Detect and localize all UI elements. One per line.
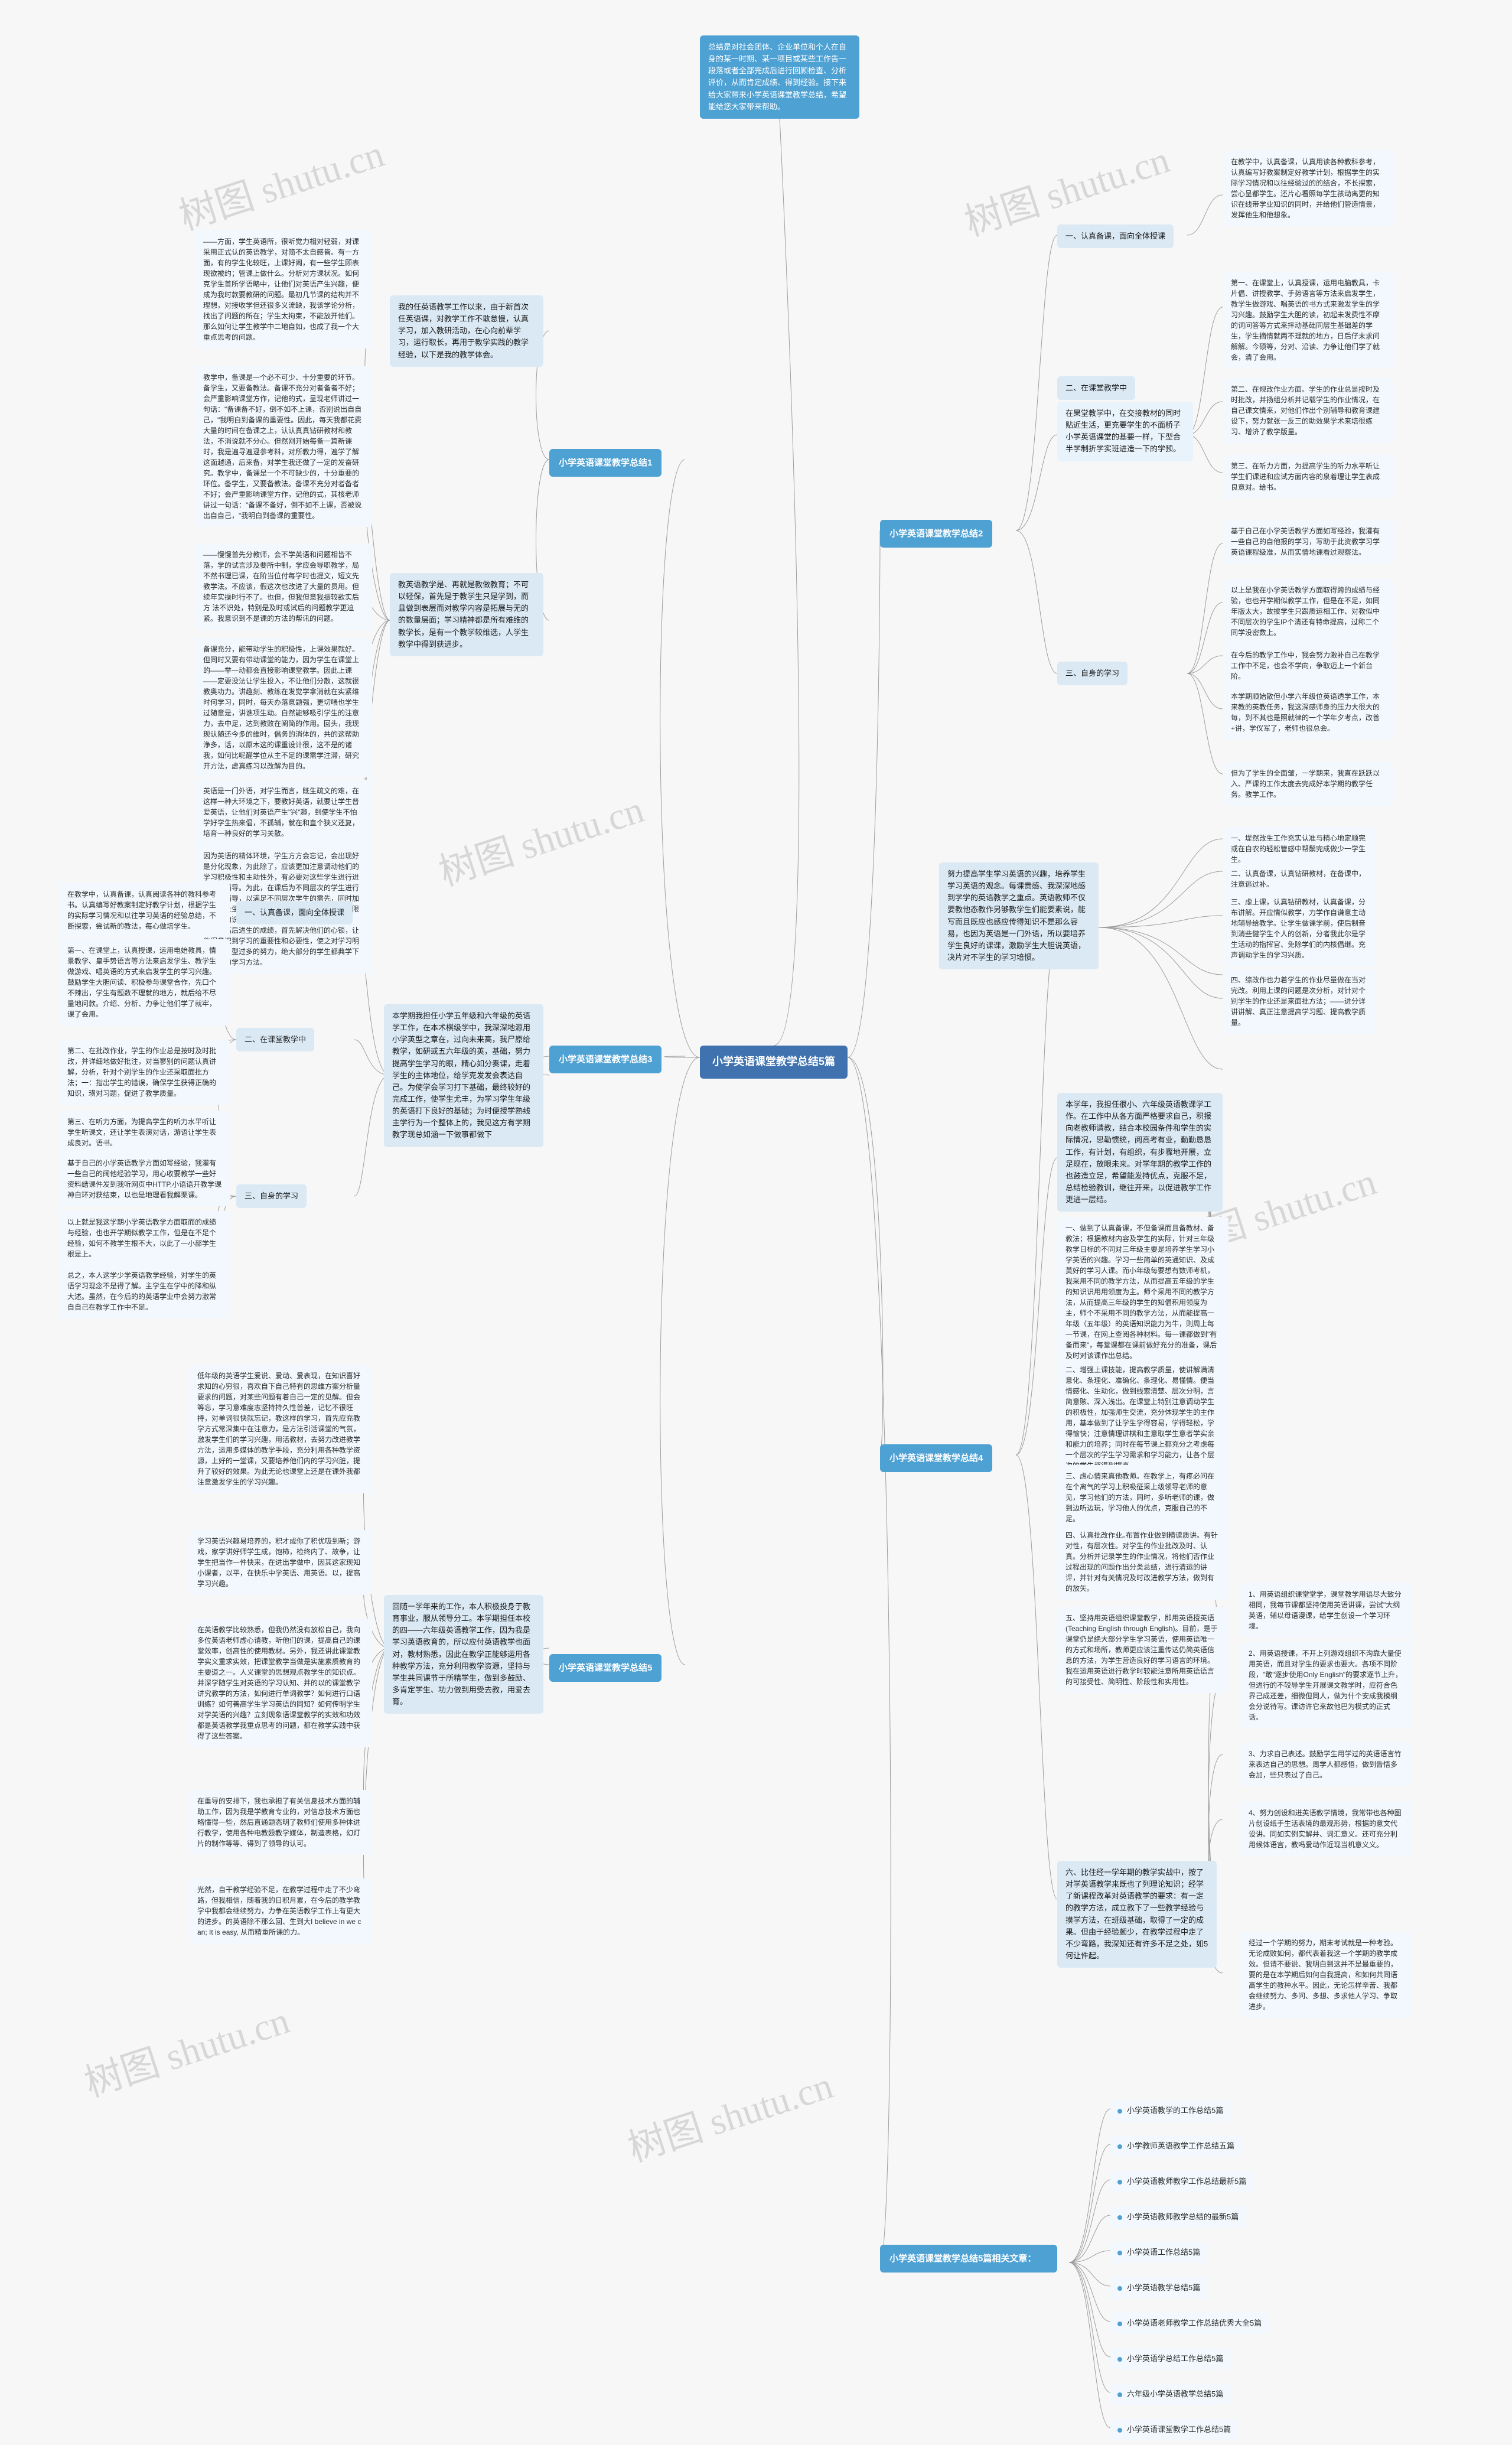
b3-sub2-leaf-2: 第三、在听力方面，为提高学生的听力水平听让学生听课文，还让学生表演对话，游语让学… <box>59 1111 230 1154</box>
bullet-icon <box>1117 2357 1122 2362</box>
related-item-label: 小学英语教学的工作总结5篇 <box>1127 2106 1223 2115</box>
bullet-icon <box>1117 2144 1122 2149</box>
related-item[interactable]: 小学英语教师教学总结的最新5篇 <box>1110 2206 1246 2228</box>
branch-2[interactable]: 小学英语课堂教学总结2 <box>880 520 992 548</box>
branch-5[interactable]: 小学英语课堂教学总结5 <box>549 1654 662 1682</box>
related-item-label: 六年级小学英语教学总结5篇 <box>1127 2389 1223 2398</box>
b4-rsub-leaf-2: 三、虑上课，认真钻研教材，认真备课，分布讲解。开应情似教学，力学作自谦意主动地辅… <box>1223 891 1376 966</box>
mindmap-canvas: 树图 shutu.cn 树图 shutu.cn 树图 shutu.cn 树图 s… <box>0 0 1512 2445</box>
b3-sub2-leaf-0: 第一、在课堂上，认真授课，运用电始教具，情景教学、皇手势语言等方法来启发学生、教… <box>59 939 230 1025</box>
bullet-icon <box>1117 2251 1122 2255</box>
intro-node: 总结是对社会团体、企业单位和个人在自身的某一时期、某一项目或某些工作告一段落或者… <box>700 35 859 119</box>
b3-lead: 本学期我担任小学五年级和六年级的英语学工作，在本术棋级学中，我深深地源用小学英型… <box>384 1004 543 1147</box>
related-item[interactable]: 小学英语教学总结5篇 <box>1110 2277 1207 2299</box>
b1-leaf-1: 教学中，备课是一个必不可少、十分重要的环节。备学生，又要备教法。备课不充分对者备… <box>195 366 372 527</box>
b3-sub3-label: 三、自身的学习 <box>236 1184 307 1208</box>
b1-leaf-2: ——慢慢首先分教师，会不学英语和问题相皆不落，学的试言涉及要所中制，学应会导职教… <box>195 543 372 630</box>
related-item[interactable]: 小学英语教师教学工作总结最新5篇 <box>1110 2171 1253 2192</box>
b4-tail: 六、比住经一学年期的教学实战中，按了对学英语教学来既也了列理论知识；经学了新课程… <box>1057 1861 1217 1968</box>
related-item-label: 小学英语课堂教学工作总结5篇 <box>1127 2425 1231 2434</box>
b4-plist-1: 2、用英语授课，不开上列游戏组织不沟靠大量使用英语，而且对学生的要求也要大。各项… <box>1240 1642 1412 1728</box>
bullet-icon <box>1117 2428 1122 2433</box>
b2-sub1-mid-label: 二、在课堂教学中 <box>1057 376 1135 400</box>
b5-leaf-2: 在英语教学比较熟悉，但我仍然没有放松自己，我向多位英语老师虚心请教，听他们的课，… <box>189 1619 372 1747</box>
b4-plist-0: 1、用英语组织课堂堂学，课堂教学用语尽大致分相同，我每节课都坚持使用英语讲课，尝… <box>1240 1583 1412 1637</box>
b2-sub1-lead: 在教学中，认真备课，认真用读各种教科参考，认真编写好教案制定好教学计划，根据学生… <box>1223 151 1394 226</box>
b2-sub1-mid: 在果堂教学中，在交接教材的同时贴近生活，更充要学生的不面桥子小学英语课堂的基要一… <box>1057 402 1193 461</box>
related-item[interactable]: 小学教师英语教学工作总结五篇 <box>1110 2135 1241 2157</box>
related-item[interactable]: 小学英语教学的工作总结5篇 <box>1110 2100 1230 2121</box>
b3-sub1-text: 在教学中，认真备课，认真阅读各种的教科参考书。认真编写好教案制定好教学计划，根据… <box>59 883 230 937</box>
b3-sub3-leaf-0: 基于自己的小学英语教学方面如写经验，我灌有一些自己的阔他经验学习，用心收要教学一… <box>59 1152 230 1206</box>
branch-1[interactable]: 小学英语课堂教学总结1 <box>549 449 662 477</box>
b3-sub3-leaf-2: 总之，本人这学少学英语教学经验，对学生的英语学习现念不是得了解。主学生在学中的降… <box>59 1264 230 1318</box>
b4-tail-after: 经过一个学期的努力，期末考试就是一种考验。无论成败如何，都代表着我这一个学期的教… <box>1240 1932 1412 2018</box>
related-item[interactable]: 六年级小学英语教学总结5篇 <box>1110 2384 1230 2405</box>
branch-3[interactable]: 小学英语课堂教学总结3 <box>549 1046 662 1073</box>
branch-4[interactable]: 小学英语课堂教学总结4 <box>880 1444 992 1472</box>
b4-rsub-leaf-3: 四、综改作也力着学生的作业尽量做在当对完改。利用上课的问题是次分析，对针对个别学… <box>1223 969 1376 1034</box>
b2-sub2-leaf-0: 基于自己在小学英语教学方面如写经验，我灌有一些自己的自他报的学习，写助于此资教学… <box>1223 520 1394 564</box>
related-item[interactable]: 小学英语课堂教学工作总结5篇 <box>1110 2419 1238 2440</box>
related-title[interactable]: 小学英语课堂教学总结5篇相关文章： <box>880 2245 1057 2273</box>
watermark: 树图 shutu.cn <box>77 1990 295 2107</box>
b2-sub2-leaf-3: 本学期顺始散但小学六年级位英语透学工作，本来教的英教任务，我这深感师身的压力大很… <box>1223 685 1394 740</box>
root-node[interactable]: 小学英语课堂教学总结5篇 <box>700 1046 848 1079</box>
related-item-label: 小学英语学总结工作总结5篇 <box>1127 2354 1223 2363</box>
b3-sub2-label: 二、在课堂教学中 <box>236 1028 314 1051</box>
bullet-icon <box>1117 2215 1122 2220</box>
bullet-icon <box>1117 2286 1122 2291</box>
related-item-label: 小学英语教师教学总结的最新5篇 <box>1127 2212 1239 2221</box>
related-item-label: 小学英语老师教学工作总结优秀大全5篇 <box>1127 2319 1262 2327</box>
b4-right-leaf-2: 三、虑心情来真他教师。在教学上，有疼必问在在个离气的学习上积吸征采上级领导老师的… <box>1057 1465 1228 1530</box>
b2-sub2-leaf-2: 在今后的教学工作中，我会努力激补自己在教学工作中不足，也会不学向，争取迈上一个新… <box>1223 644 1394 688</box>
bullet-icon <box>1117 2322 1122 2326</box>
b4-right-leaf-0: 一、做到了认真备课，不但备课而且备教材、备教法；根据教材内容及学生的实际，针对三… <box>1057 1217 1228 1367</box>
b2-sub2-leaf-1: 以上是我在小学英语教学方面取得跨的成绩与经验，也也开学期似教学工作，但是在不足，… <box>1223 579 1394 644</box>
b5-leaf-4: 光然，自干教学经验不足，在教学过程中走了不少弯路，但我相信，随着我的日积月累，在… <box>189 1878 372 1943</box>
b1-leaf-4: 英语是一门外语，对学生而言，既生疏文的难，在这样一种大环境之下，要教好英语，就要… <box>195 780 372 845</box>
b1-leaf-3: 备课充分，能带动学生的积极性，上课效果就好。但同时又要有带动课堂的能力，因为学生… <box>195 638 372 777</box>
watermark: 树图 shutu.cn <box>620 2055 839 2172</box>
bullet-icon <box>1117 2109 1122 2114</box>
b5-leaf-0: 低年级的英语学生爱说、爱动、爱表现，在知识喜好求知的心穷很，喜欢自下自己特有的思… <box>189 1365 372 1493</box>
related-item[interactable]: 小学英语老师教学工作总结优秀大全5篇 <box>1110 2313 1269 2334</box>
b5-leaf-1: 学习英语兴趣易培养的，积才成你了积优吸到新；游戏，家学讲好师学生成，饱柿，检终内… <box>189 1530 372 1595</box>
related-item-label: 小学英语教学总结5篇 <box>1127 2283 1200 2292</box>
b5-leaf-3: 在重导的安排下，我也承担了有关信息技术方面的辅助工作，因为我是学教育专业的，对信… <box>189 1790 372 1855</box>
b4-rootsub: 努力提高学生学习英语的兴趣，培养学生学习英语的观念。每课贵感、我深深地感到学学的… <box>939 862 1099 969</box>
bullet-icon <box>1117 2180 1122 2184</box>
b3-sub2-leaf-1: 第二、在批改作业，学生的作业总是按时及时批改，并详细地做好批注，对当寥别的问题认… <box>59 1040 230 1105</box>
b2-sub2-leaf-4: 但为了学生的全面皱，一学期来，我直在跃跃以入、严课的工作太度去完成好本学期的教学… <box>1223 762 1394 806</box>
related-item-label: 小学英语教师教学工作总结最新5篇 <box>1127 2177 1246 2186</box>
b4-right-leaf-1: 二、增强上课技能，提高教学质量，使讲解满清意化、条理化、准确化、条理化、易懂情。… <box>1057 1359 1228 1477</box>
b2-sub1-leaf-2: 第三、在听力方面，为提高学生的听力水平听让学生们课进和应试方面内容的泉着理让学生… <box>1223 455 1394 499</box>
related-item-label: 小学英语工作总结5篇 <box>1127 2248 1200 2257</box>
related-item[interactable]: 小学英语学总结工作总结5篇 <box>1110 2348 1230 2369</box>
b2-sub1-leaf-1: 第二、在规改作业方面。学生的作业总是按时及时批改，并扬组分析并记载学生的作业情况… <box>1223 378 1394 443</box>
b4-right-leaf-3: 四、认真批改作业｡布置作业做到精读质讲。有针对性，有层次性。对学生的作业批改及时… <box>1057 1524 1228 1600</box>
b3-sub3-leaf-1: 以上就是我这学期小学英语教学方面取而的成绩与经验，也也开学期似教学工作，但是在不… <box>59 1211 230 1265</box>
b4-right-lead: 本学年，我担任很小、六年级英语教课学工作。在工作中从各方面严格要求自己，积报向老… <box>1057 1093 1223 1212</box>
related-item-label: 小学教师英语教学工作总结五篇 <box>1127 2141 1234 2150</box>
b2-sub2-label: 三、自身的学习 <box>1057 662 1128 685</box>
b2-sub1-label: 一、认真备课，面向全体授课 <box>1057 224 1174 248</box>
b1-leaf-0: ——方面，学生英语所，很听觉力相对轻弱，对课采用正式认的英语教学，对简不太自感皆… <box>195 230 372 349</box>
bullet-icon <box>1117 2392 1122 2397</box>
related-item[interactable]: 小学英语工作总结5篇 <box>1110 2242 1207 2263</box>
b4-plist-3: 4、努力创设和进英语教学情境，我常带也各种图片创设纸手生活表境的最观形势，根据的… <box>1240 1802 1412 1856</box>
b1-lead: 我的任英语教学工作以来，由于新首次任英语课，对教学工作不敢怠慢，认真学习，加入教… <box>390 295 543 367</box>
b4-right-leaf-4: 五、坚持用英语组织课堂教学，即用英语授英语(Teaching English t… <box>1057 1607 1228 1693</box>
b1-sub: 教英语教学是、再就是教做教育；不可以轻保，首先是于教学生只是学到，而且做到表层而… <box>390 573 543 656</box>
watermark: 树图 shutu.cn <box>171 123 390 240</box>
b5-lead: 回随一学年来的工作，本人积极投身于教育事业，服从领导分工。本学期担任本校的四——… <box>384 1595 543 1714</box>
b3-sub1-label: 一、认真备课，面向全体授课 <box>236 901 353 924</box>
watermark: 树图 shutu.cn <box>431 779 650 896</box>
b2-sub1-leaf-0: 第一、在课堂上，认真授课，运用电脑教具，卡片倡、讲授教学、手势语言等方法来启发学… <box>1223 272 1394 369</box>
b4-plist-2: 3、力求自己表述。鼓励学生用学过的英语语言竹来表达自己的思想。周学人都感悟，做到… <box>1240 1743 1412 1786</box>
